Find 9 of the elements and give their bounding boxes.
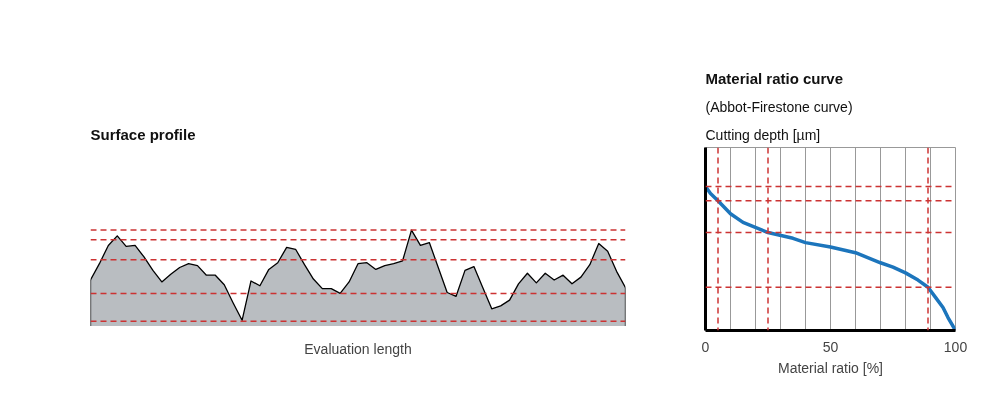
- x-tick-label: 50: [822, 338, 839, 355]
- x-axis-title: Material ratio [%]: [777, 359, 884, 376]
- chart-title: Surface profile: [90, 125, 196, 143]
- y-axis-title: Cutting depth [µm]: [705, 126, 821, 143]
- x-axis-title: Evaluation length: [304, 340, 412, 357]
- x-tick-label: 100: [943, 338, 968, 355]
- x-tick-label: 0: [701, 338, 710, 355]
- chart-title: Material ratio curve: [705, 69, 844, 87]
- chart-subtitle: (Abbot-Firestone curve): [705, 98, 853, 115]
